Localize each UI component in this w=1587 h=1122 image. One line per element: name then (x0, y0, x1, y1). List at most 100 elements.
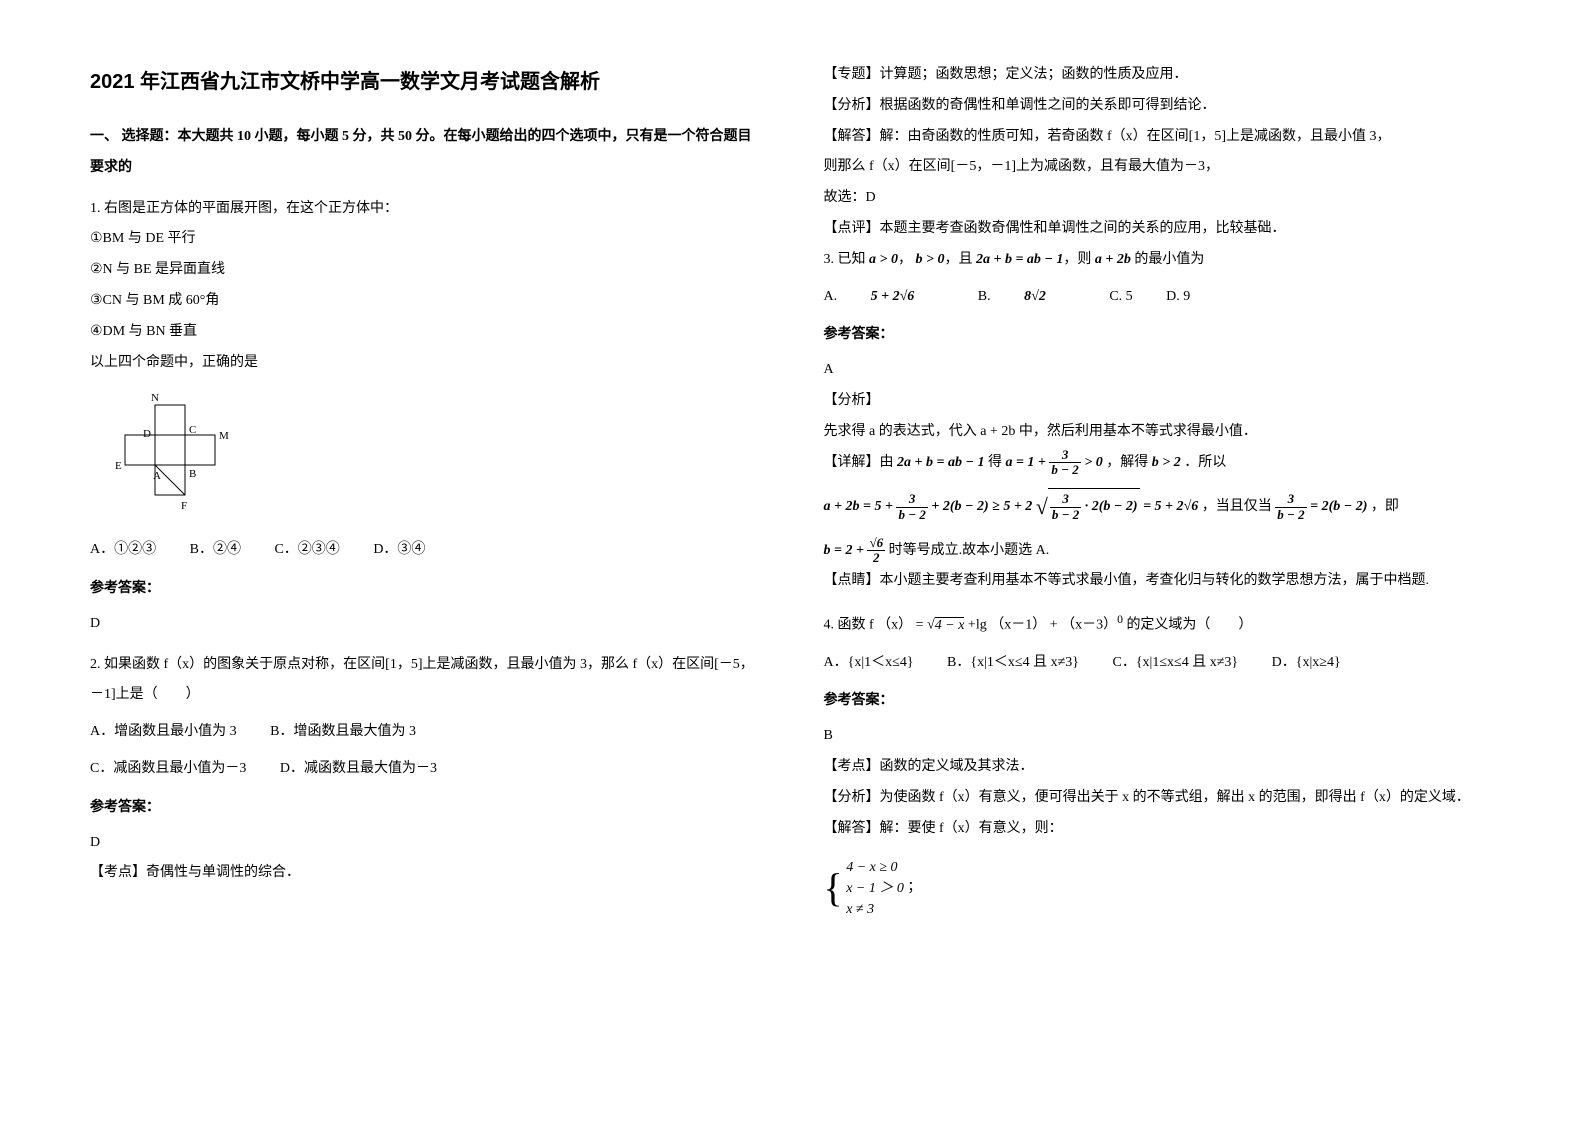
q3-l2-dangju: ，当且仅当 (1202, 499, 1272, 514)
q3-l2-result: = 5 + 2√6 (1143, 499, 1198, 514)
q3-l2-f2: 3 b − 2 (1275, 492, 1306, 522)
q4-stem-post: 的定义域为（ ） (1126, 618, 1252, 633)
q2-option-a: A．增函数且最小值为 3 (90, 724, 237, 739)
q2-option-d: D．减函数且最大值为－3 (280, 761, 437, 776)
q3-sep2: ，且 (944, 252, 972, 267)
q3-l2-f1-den: b − 2 (896, 508, 927, 522)
svg-text:B: B (189, 468, 196, 480)
q2-options-row2: C．减函数且最小值为－3 D．减函数且最大值为－3 (90, 754, 764, 785)
q3-cond1: a > 0 (869, 252, 898, 267)
question-3: 3. 已知 a > 0， b > 0，且 2a + b = ab − 1，则 a… (824, 245, 1498, 597)
question-2: 2. 如果函数 f（x）的图象关于原点对称，在区间[1，5]上是减函数，且最小值… (90, 650, 764, 890)
q3-answer-label: 参考答案： (824, 320, 1498, 351)
svg-text:A: A (153, 470, 161, 482)
q3-stem: 3. 已知 a > 0， b > 0，且 2a + b = ab − 1，则 a… (824, 245, 1498, 276)
q1-answer: D (90, 609, 764, 640)
q1-options: A．①②③ B．②④ C．②③④ D．③④ (90, 535, 764, 566)
svg-text:N: N (151, 392, 159, 404)
q3-detail-line2: a + 2b = 5 + 3 b − 2 + 2(b − 2) ≥ 5 + 2 … (824, 478, 1498, 535)
q1-answer-label: 参考答案： (90, 574, 764, 605)
q1-statement-4: ④DM 与 BN 垂直 (90, 317, 764, 348)
q3-l2-f2-den: b − 2 (1275, 508, 1306, 522)
q3-option-d: D. 9 (1166, 289, 1190, 304)
q4-jieda: 【解答】解：要使 f（x）有意义，则： (824, 814, 1498, 845)
q3-l2-eq2b: = 2(b − 2) (1310, 499, 1367, 514)
q3-l2-f2-num: 3 (1275, 492, 1306, 507)
q3-l2-sf-mul: · 2(b − 2) (1085, 499, 1138, 514)
q3-l3-frac: √6 2 (867, 536, 885, 566)
q2-answer: D (90, 828, 764, 859)
q3-l2-sf-den: b − 2 (1050, 508, 1081, 522)
q1-statement-1: ①BM 与 DE 平行 (90, 224, 764, 255)
q3-l3-den: 2 (867, 551, 885, 565)
q4-options: A．{x|1＜x≤4} B．{x|1＜x≤4 且 x≠3} C．{x|1≤x≤4… (824, 648, 1498, 679)
q3-eq2-gt: > 0 (1084, 455, 1102, 470)
q3-cond2: b > 0 (915, 252, 944, 267)
q3-l2-sf-num: 3 (1050, 492, 1081, 507)
q2-kaodian: 【考点】奇偶性与单调性的综合． (90, 858, 764, 889)
q3-target: a + 2b (1095, 252, 1131, 267)
section-1-header: 一、 选择题：本大题共 10 小题，每小题 5 分，共 50 分。在每小题给出的… (90, 122, 764, 184)
q3-stem-pre: 3. 已知 (824, 252, 866, 267)
q3-option-c: C. 5 (1109, 289, 1132, 304)
q4-option-a: A．{x|1＜x≤4} (824, 655, 914, 670)
q2-jieda-1: 【解答】解：由奇函数的性质可知，若奇函数 f（x）在区间[1，5]上是减函数，且… (824, 122, 1498, 153)
q1-tail: 以上四个命题中，正确的是 (90, 348, 764, 379)
q3-option-a: A. 5 + 2√6 (824, 289, 948, 304)
q3-l2-eq1: = 5 + (863, 499, 893, 514)
q3-answer: A (824, 355, 1498, 386)
q2-stem: 2. 如果函数 f（x）的图象关于原点对称，在区间[1，5]上是减函数，且最小值… (90, 650, 764, 712)
q4-exp0: 0 (1117, 613, 1123, 626)
q2-jieda-3: 故选：D (824, 183, 1498, 214)
q3-l2-f1-num: 3 (896, 492, 927, 507)
q4-answer: B (824, 721, 1498, 752)
q1-stem: 1. 右图是正方体的平面展开图，在这个正方体中： (90, 194, 764, 225)
svg-text:F: F (181, 500, 187, 510)
q2-answer-label: 参考答案： (90, 793, 764, 824)
q4-stem-pre: 4. 函数 f （x） = (824, 618, 924, 633)
q3-l2-f1: 3 b − 2 (896, 492, 927, 522)
q3-optA-val: 5 + 2√6 (871, 289, 915, 304)
q2-zhuanti: 【专题】计算题；函数思想；定义法；函数的性质及应用． (824, 60, 1498, 91)
q4-fenxi: 【分析】为使函数 f（x）有意义，便可得出关于 x 的不等式组，解出 x 的范围… (824, 783, 1498, 814)
q3-eq1: 2a + b = ab − 1 (897, 455, 984, 470)
q3-options: A. 5 + 2√6 B. 8√2 C. 5 D. 9 (824, 282, 1498, 313)
q3-xiangjie-label: 【详解】由 (824, 455, 894, 470)
q3-l2-lhs: a + 2b (824, 499, 860, 514)
q2-fenxi: 【分析】根据函数的奇偶性和单调性之间的关系即可得到结论． (824, 91, 1498, 122)
q1-option-a: A．①②③ (90, 542, 156, 557)
question-1: 1. 右图是正方体的平面展开图，在这个正方体中： ①BM 与 DE 平行 ②N … (90, 194, 764, 640)
q1-option-d: D．③④ (373, 542, 425, 557)
q3-suoyi: ．所以 (1184, 455, 1226, 470)
q2-jieda-2: 则那么 f（x）在区间[－5，－1]上为减函数，且有最大值为－3， (824, 152, 1498, 183)
q1-option-c: C．②③④ (274, 542, 339, 557)
q4-sqrt-inner: 4 − x (935, 617, 965, 633)
q3-eq2: a = 1 + 3 b − 2 > 0 (1005, 455, 1106, 470)
q3-fenxi-label: 【分析】 (824, 386, 1498, 417)
q3-fenxi-text: 先求得 a 的表达式，代入 a + 2b 中，然后利用基本不等式求得最小值． (824, 424, 1257, 439)
q3-get: 得 (988, 455, 1002, 470)
q3-option-b: B. 8√2 (978, 289, 1080, 304)
q2-option-b: B．增函数且最大值为 3 (270, 724, 416, 739)
q3-l2-plus: + 2(b − 2) ≥ 5 + 2 (931, 499, 1032, 514)
q3-sep3: ，则 (1063, 252, 1091, 267)
q4-stem: 4. 函数 f （x） = √4 − x +lg （x－1） + （x－3）0 … (824, 607, 1498, 641)
q1-figure: EABDCMNF (110, 390, 764, 523)
svg-text:E: E (115, 460, 122, 472)
q1-statement-3: ③CN 与 BM 成 60°角 (90, 286, 764, 317)
q3-l2-sqrt-arg: 3 b − 2 · 2(b − 2) (1048, 488, 1140, 525)
q2-option-c: C．减函数且最小值为－3 (90, 761, 246, 776)
sqrt-icon: √ (927, 618, 935, 633)
q4-sys-tail: ； (907, 881, 921, 896)
q3-bgt2: b > 2 (1152, 455, 1181, 470)
q4-system: { 4 − x ≥ 0 x − 1 ＞ 0 x ≠ 3 ； (824, 844, 1498, 932)
q3-detail-line3: b = 2 + √6 2 时等号成立.故本小题选 A. (824, 536, 1498, 567)
q3-l2-ji: ，即 (1371, 499, 1399, 514)
q3-l2-sqrt-frac: 3 b − 2 (1050, 492, 1081, 522)
question-4: 4. 函数 f （x） = √4 − x +lg （x－1） + （x－3）0 … (824, 607, 1498, 932)
right-column: 【专题】计算题；函数思想；定义法；函数的性质及应用． 【分析】根据函数的奇偶性和… (824, 60, 1498, 1062)
svg-text:C: C (189, 424, 196, 436)
q3-eq2-num: 3 (1049, 448, 1080, 463)
q4-stem-mid: +lg （x－1） + （x－3） (968, 618, 1117, 633)
q3-detail-line1: 【详解】由 2a + b = ab − 1 得 a = 1 + 3 b − 2 … (824, 448, 1498, 479)
